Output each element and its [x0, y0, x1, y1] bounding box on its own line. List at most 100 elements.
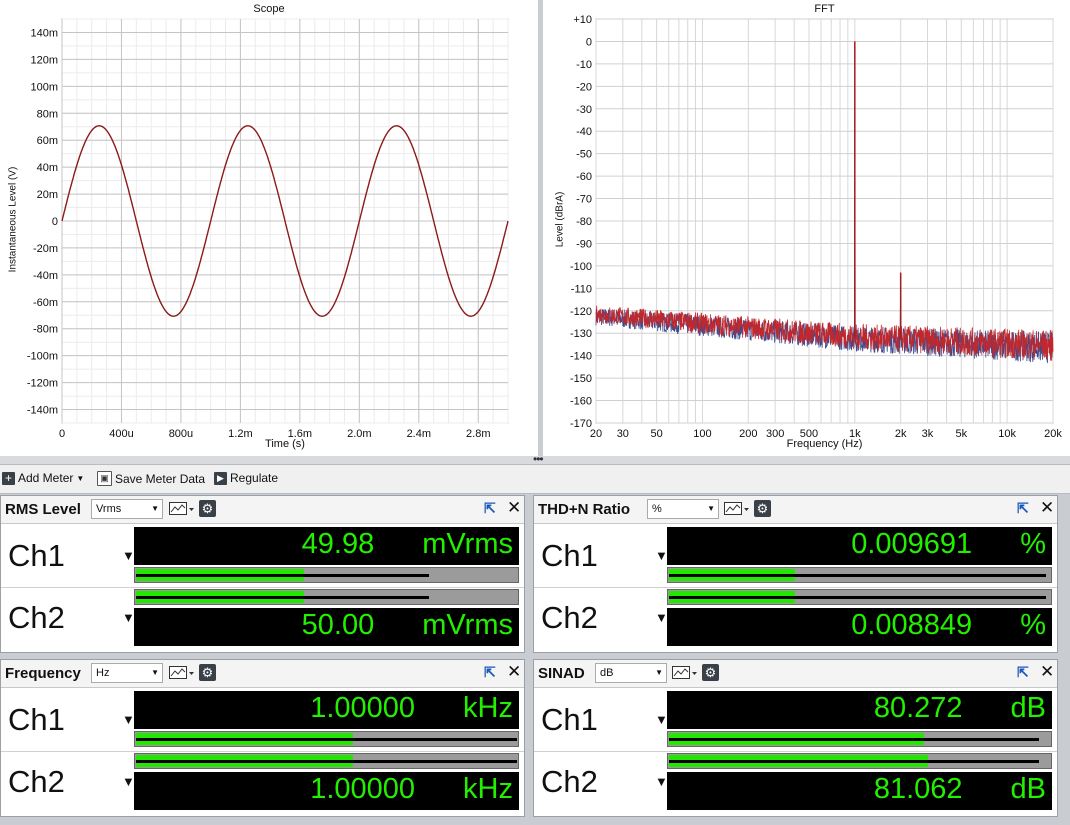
level-bar-peak: [136, 760, 517, 763]
channel-row-ch2: Ch2 ▼ 1.00000 kHz: [1, 752, 524, 816]
fft-panel[interactable]: +10 0 -10 -20 -30 -40 -50 -60 -70 -80 -90 -100 -110 -…: [543, 0, 1070, 456]
channel-row-ch1: Ch1 ▼ 1.00000 kHz: [1, 688, 524, 752]
channel-row-ch1: Ch1 ▼ 80.272 dB: [534, 688, 1057, 752]
meter-header: Frequency Hz ▼ ⚙ ⇱ ✕: [1, 660, 524, 688]
popout-icon[interactable]: ⇱: [484, 664, 496, 680]
y-tick-label: -50: [576, 149, 592, 161]
readout-unit: dB: [1010, 692, 1046, 724]
channel-menu-arrow-icon[interactable]: ▼: [655, 712, 668, 727]
panel-splitter[interactable]: •••: [0, 452, 1070, 466]
y-tick-label: -140m: [27, 405, 58, 417]
channel-menu-arrow-icon[interactable]: ▼: [122, 712, 135, 727]
y-tick-label: 0: [52, 216, 58, 228]
y-tick-label: -150: [570, 373, 592, 385]
x-tick-label: 10k: [998, 428, 1016, 440]
y-tick-label: -80m: [33, 324, 58, 336]
y-tick-label: -10: [576, 59, 592, 71]
channel-row-ch1: Ch1 ▼ 0.009691 %: [534, 524, 1057, 588]
close-icon[interactable]: ✕: [1040, 498, 1055, 517]
unit-select[interactable]: Vrms ▼: [91, 499, 163, 519]
rms-level-meter: RMS Level Vrms ▼ ⚙ ⇱ ✕ Ch1 ▼ 49.98 mVrms …: [0, 495, 525, 653]
x-tick-label: 3k: [922, 428, 934, 440]
readout-value: 50.00: [301, 609, 375, 641]
y-tick-label: -160: [570, 396, 592, 408]
x-tick-label: 0: [59, 428, 65, 440]
scope-trace: [61, 125, 509, 317]
channel-menu-arrow-icon[interactable]: ▼: [122, 548, 135, 563]
chevron-down-icon: ▼: [655, 668, 663, 677]
channel-menu-arrow-icon[interactable]: ▼: [655, 548, 668, 563]
unit-select[interactable]: dB ▼: [595, 663, 667, 683]
gear-icon[interactable]: ⚙: [702, 664, 719, 681]
frequency-meter: Frequency Hz ▼ ⚙ ⇱ ✕ Ch1 ▼ 1.00000 kHz Ch…: [0, 659, 525, 817]
graph-icon[interactable]: [672, 665, 698, 681]
chevron-down-icon: ▼: [151, 668, 159, 677]
row-divider: [534, 751, 1057, 752]
y-tick-label: -30: [576, 104, 592, 116]
y-tick-label: -20: [576, 81, 592, 93]
y-tick-label: 120m: [30, 54, 58, 66]
meter-title: THD+N Ratio: [538, 501, 631, 518]
channel-menu-arrow-icon[interactable]: ▼: [122, 774, 135, 789]
thdn-ratio-meter: THD+N Ratio % ▼ ⚙ ⇱ ✕ Ch1 ▼ 0.009691 % Ch…: [533, 495, 1058, 653]
x-tick-label: 400u: [109, 428, 133, 440]
scope-plot[interactable]: 140m 120m 100m 80m 60m 40m 20m 0 -20m -40m -60m -80…: [0, 0, 538, 456]
x-tick-label: 2.4m: [407, 428, 431, 440]
popout-icon[interactable]: ⇱: [1017, 664, 1029, 680]
close-icon[interactable]: ✕: [507, 498, 522, 517]
level-bar-peak: [669, 574, 1047, 577]
gear-icon[interactable]: ⚙: [199, 664, 216, 681]
unit-select[interactable]: % ▼: [647, 499, 719, 519]
channel-label: Ch1: [541, 702, 598, 737]
unit-select-value: dB: [600, 667, 614, 679]
y-tick-label: -100m: [27, 351, 58, 363]
y-tick-label: -60: [576, 171, 592, 183]
channel-row-ch2: Ch2 ▼ 0.008849 %: [534, 588, 1057, 652]
add-meter-button[interactable]: + Add Meter ▼: [2, 471, 84, 485]
y-tick-label: -80: [576, 216, 592, 228]
channel-label: Ch2: [8, 600, 65, 635]
gear-icon[interactable]: ⚙: [199, 500, 216, 517]
channel-menu-arrow-icon[interactable]: ▼: [122, 610, 135, 625]
channel-menu-arrow-icon[interactable]: ▼: [655, 774, 668, 789]
regulate-button[interactable]: ▶ Regulate: [214, 471, 278, 485]
graph-icon[interactable]: [724, 501, 750, 517]
graph-icon[interactable]: [169, 665, 195, 681]
save-meter-data-button[interactable]: ▣ Save Meter Data: [97, 471, 205, 486]
y-tick-label: 60m: [37, 135, 58, 147]
unit-select[interactable]: Hz ▼: [91, 663, 163, 683]
channel-menu-arrow-icon[interactable]: ▼: [655, 610, 668, 625]
row-divider: [1, 587, 524, 588]
channel-label: Ch1: [541, 538, 598, 573]
close-icon[interactable]: ✕: [507, 662, 522, 681]
x-tick-label: 300: [766, 428, 784, 440]
channel-row-ch1: Ch1 ▼ 49.98 mVrms: [1, 524, 524, 588]
level-bar: [667, 753, 1052, 769]
y-tick-label: 140m: [30, 27, 58, 39]
readout-unit: mVrms: [422, 528, 513, 560]
close-icon[interactable]: ✕: [1040, 662, 1055, 681]
meter-title: SINAD: [538, 665, 585, 682]
play-icon: ▶: [214, 471, 227, 485]
readout-value: 80.272: [873, 692, 963, 724]
meter-header: THD+N Ratio % ▼ ⚙ ⇱ ✕: [534, 496, 1057, 524]
chevron-down-icon: ▼: [707, 504, 715, 513]
readout-display: 81.062 dB: [667, 772, 1052, 810]
popout-icon[interactable]: ⇱: [484, 500, 496, 516]
plus-icon: +: [2, 471, 15, 485]
unit-select-value: Hz: [96, 667, 110, 679]
x-tick-label: 100: [693, 428, 711, 440]
graph-icon[interactable]: [169, 501, 195, 517]
popout-icon[interactable]: ⇱: [1017, 500, 1029, 516]
readout-value: 0.009691: [851, 528, 973, 560]
unit-select-value: %: [652, 503, 662, 515]
splitter-grip-icon[interactable]: •••: [533, 452, 544, 466]
row-divider: [1, 751, 524, 752]
readout-unit: %: [1020, 609, 1046, 641]
sinad-meter: SINAD dB ▼ ⚙ ⇱ ✕ Ch1 ▼ 80.272 dB Ch2 ▼ 81…: [533, 659, 1058, 817]
level-bar: [134, 731, 519, 747]
gear-icon[interactable]: ⚙: [754, 500, 771, 517]
readout-unit: dB: [1010, 773, 1046, 805]
scope-panel[interactable]: 140m 120m 100m 80m 60m 40m 20m 0 -20m -40m -60m -80…: [0, 0, 538, 456]
fft-plot[interactable]: +10 0 -10 -20 -30 -40 -50 -60 -70 -80 -90 -100 -110 -…: [543, 0, 1070, 456]
